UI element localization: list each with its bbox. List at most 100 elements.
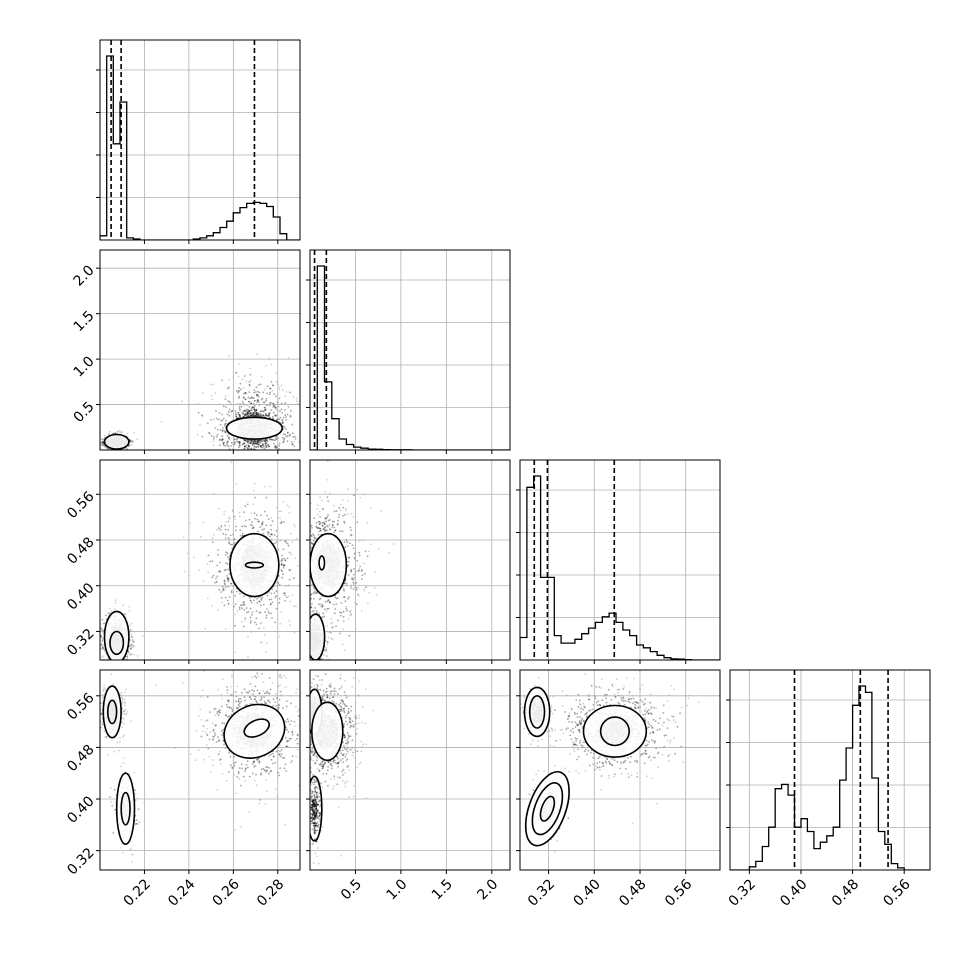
scatter-point xyxy=(324,526,327,529)
scatter-point xyxy=(286,557,289,560)
scatter-point xyxy=(336,523,339,526)
scatter-point xyxy=(326,516,329,518)
scatter-point xyxy=(103,435,106,437)
scatter-point xyxy=(314,607,316,609)
scatter-point xyxy=(306,599,308,601)
scatter-point xyxy=(315,521,318,524)
scatter-point xyxy=(287,406,290,408)
scatter-point xyxy=(202,521,205,524)
scatter-point xyxy=(321,605,323,608)
scatter-point xyxy=(342,610,345,613)
scatter-point xyxy=(304,545,306,547)
scatter-point xyxy=(255,617,258,620)
scatter-point xyxy=(244,391,247,394)
scatter-point xyxy=(127,661,129,663)
scatter-point xyxy=(325,520,328,523)
scatter-point xyxy=(327,519,330,522)
scatter-point xyxy=(259,600,261,603)
scatter-point xyxy=(265,446,268,448)
scatter-point xyxy=(245,413,248,416)
scatter-point xyxy=(275,372,278,374)
scatter-point xyxy=(212,383,215,386)
scatter-point xyxy=(343,541,346,544)
scatter-point xyxy=(301,548,303,550)
scatter-point xyxy=(274,414,277,417)
scatter-point xyxy=(307,547,309,549)
scatter-point xyxy=(253,408,256,411)
scatter-point xyxy=(224,431,227,433)
scatter-point xyxy=(317,504,319,507)
scatter-point xyxy=(243,396,245,399)
scatter-point xyxy=(233,443,236,446)
scatter-point xyxy=(256,518,259,521)
scatter-point xyxy=(235,390,238,393)
scatter-point xyxy=(286,431,289,434)
scatter-point xyxy=(101,618,104,621)
scatter-point xyxy=(223,429,226,432)
scatter-point xyxy=(368,591,371,594)
scatter-point xyxy=(230,445,232,447)
scatter-point xyxy=(305,648,307,650)
scatter-point xyxy=(114,431,117,434)
scatter-point xyxy=(289,414,292,417)
scatter-point xyxy=(350,529,353,531)
scatter-point xyxy=(307,623,309,625)
scatter-point xyxy=(303,585,305,587)
scatter-point xyxy=(306,647,308,649)
scatter-point xyxy=(316,592,318,594)
scatter-point xyxy=(257,395,260,398)
scatter-point xyxy=(309,662,311,664)
scatter-point xyxy=(252,527,254,529)
scatter-point xyxy=(253,391,256,394)
scatter-point xyxy=(313,535,316,537)
scatter-point xyxy=(242,415,245,418)
scatter-point xyxy=(331,621,334,624)
scatter-point xyxy=(131,646,134,649)
scatter-point xyxy=(215,417,218,420)
scatter-point xyxy=(319,527,322,530)
scatter-point xyxy=(332,505,335,507)
scatter-point xyxy=(222,442,225,445)
scatter-point xyxy=(126,664,128,666)
scatter-point xyxy=(102,661,104,663)
scatter-point xyxy=(236,440,239,443)
scatter-point xyxy=(234,410,237,412)
scatter-point xyxy=(250,379,252,382)
scatter-point xyxy=(305,621,307,623)
scatter-point xyxy=(369,507,372,509)
scatter-point xyxy=(248,451,250,453)
scatter-point xyxy=(324,529,327,531)
panel-bg xyxy=(310,250,510,450)
scatter-point xyxy=(278,635,281,638)
scatter-point xyxy=(274,406,276,409)
scatter-point xyxy=(239,409,242,411)
scatter-point xyxy=(260,599,263,601)
scatter-point xyxy=(222,587,225,590)
scatter-point xyxy=(216,428,219,431)
scatter-point xyxy=(307,556,309,558)
scatter-point xyxy=(274,395,277,398)
scatter-point xyxy=(122,604,125,607)
scatter-point xyxy=(271,389,274,392)
scatter-point xyxy=(350,568,353,571)
scatter-point xyxy=(323,527,326,529)
scatter-point xyxy=(337,523,339,525)
scatter-point xyxy=(308,639,310,641)
scatter-point xyxy=(211,537,214,539)
scatter-point xyxy=(279,416,282,419)
scatter-point xyxy=(227,580,230,583)
scatter-point xyxy=(264,440,267,443)
scatter-point xyxy=(374,570,376,573)
panel-bg xyxy=(520,460,720,660)
scatter-point xyxy=(261,522,263,525)
scatter-point xyxy=(223,588,225,591)
scatter-point xyxy=(344,600,347,603)
scatter-point xyxy=(267,533,270,536)
scatter-point xyxy=(342,506,345,509)
scatter-point xyxy=(332,524,334,526)
scatter-point xyxy=(266,385,269,388)
scatter-point xyxy=(282,440,285,443)
scatter-point xyxy=(210,394,213,397)
scatter-point xyxy=(315,525,318,528)
scatter-point xyxy=(217,609,219,612)
